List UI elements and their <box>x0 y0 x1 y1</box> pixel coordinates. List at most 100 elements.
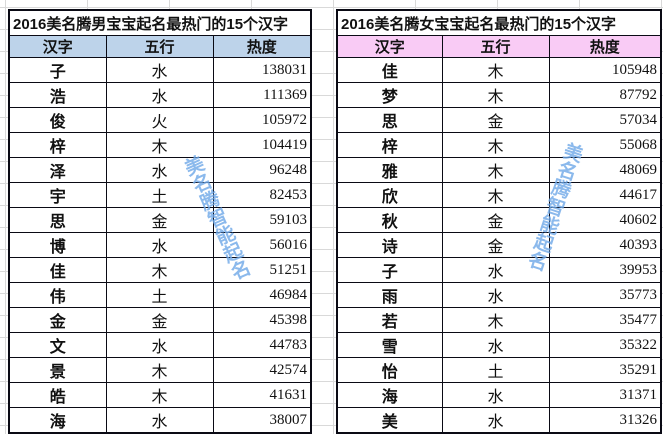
boys-cell-wuxing[interactable]: 土 <box>105 182 214 208</box>
girls-cell-hanzi[interactable]: 雨 <box>336 282 443 308</box>
boys-cell-wuxing[interactable]: 木 <box>105 382 214 408</box>
girls-cell-wuxing[interactable]: 金 <box>441 232 550 258</box>
girls-cell-wuxing[interactable]: 金 <box>441 207 550 233</box>
girls-cell-wuxing[interactable]: 水 <box>441 282 550 308</box>
girls-cell-wuxing[interactable]: 木 <box>441 132 550 158</box>
girls-cell-wuxing[interactable]: 水 <box>441 382 550 408</box>
boys-cell-wuxing[interactable]: 水 <box>105 232 214 258</box>
boys-cell-hanzi[interactable]: 宇 <box>8 182 107 208</box>
boys-cell-redu[interactable]: 59103 <box>212 207 312 233</box>
boys-cell-redu[interactable]: 46984 <box>212 282 312 308</box>
boys-cell-wuxing[interactable]: 木 <box>105 357 214 383</box>
girls-cell-hanzi[interactable]: 秋 <box>336 207 443 233</box>
boys-cell-wuxing[interactable]: 金 <box>105 307 214 333</box>
girls-cell-wuxing[interactable]: 水 <box>441 407 550 434</box>
girls-cell-redu[interactable]: 48069 <box>548 157 662 183</box>
boys-cell-hanzi[interactable]: 浩 <box>8 82 107 108</box>
boys-cell-wuxing[interactable]: 金 <box>105 207 214 233</box>
girls-cell-redu[interactable]: 40602 <box>548 207 662 233</box>
boys-cell-redu[interactable]: 105972 <box>212 107 312 133</box>
boys-cell-redu[interactable]: 41631 <box>212 382 312 408</box>
boys-cell-wuxing[interactable]: 水 <box>105 407 214 434</box>
boys-header-redu[interactable]: 热度 <box>212 35 312 58</box>
boys-cell-hanzi[interactable]: 皓 <box>8 382 107 408</box>
girls-cell-hanzi[interactable]: 子 <box>336 257 443 283</box>
girls-cell-redu[interactable]: 35322 <box>548 332 662 358</box>
boys-cell-redu[interactable]: 96248 <box>212 157 312 183</box>
boys-cell-hanzi[interactable]: 思 <box>8 207 107 233</box>
girls-header-wuxing[interactable]: 五行 <box>441 35 550 58</box>
girls-cell-wuxing[interactable]: 木 <box>441 157 550 183</box>
boys-cell-redu[interactable]: 111369 <box>212 82 312 108</box>
boys-cell-redu[interactable]: 51251 <box>212 257 312 283</box>
boys-cell-redu[interactable]: 45398 <box>212 307 312 333</box>
girls-cell-redu[interactable]: 40393 <box>548 232 662 258</box>
boys-cell-wuxing[interactable]: 土 <box>105 282 214 308</box>
boys-cell-wuxing[interactable]: 木 <box>105 257 214 283</box>
boys-table-title-cell[interactable]: 2016美名腾男宝宝起名最热门的15个汉字 <box>8 9 312 36</box>
boys-cell-redu[interactable]: 42574 <box>212 357 312 383</box>
boys-cell-hanzi[interactable]: 博 <box>8 232 107 258</box>
boys-cell-hanzi[interactable]: 海 <box>8 407 107 434</box>
boys-header-wuxing[interactable]: 五行 <box>105 35 214 58</box>
girls-cell-hanzi[interactable]: 欣 <box>336 182 443 208</box>
boys-cell-hanzi[interactable]: 梓 <box>8 132 107 158</box>
girls-cell-hanzi[interactable]: 海 <box>336 382 443 408</box>
girls-cell-redu[interactable]: 35291 <box>548 357 662 383</box>
boys-cell-hanzi[interactable]: 泽 <box>8 157 107 183</box>
girls-cell-hanzi[interactable]: 梦 <box>336 82 443 108</box>
girls-cell-wuxing[interactable]: 木 <box>441 82 550 108</box>
girls-cell-hanzi[interactable]: 佳 <box>336 57 443 83</box>
girls-cell-wuxing[interactable]: 水 <box>441 332 550 358</box>
boys-name-table: 2016美名腾男宝宝起名最热门的15个汉字 汉字 五行 热度 子水 138031 浩… <box>8 9 313 434</box>
girls-cell-redu[interactable]: 31371 <box>548 382 662 408</box>
girls-table-row: 梓木 55068 <box>336 132 662 158</box>
boys-cell-hanzi[interactable]: 佳 <box>8 257 107 283</box>
girls-table-title-cell[interactable]: 2016美名腾女宝宝起名最热门的15个汉字 <box>336 9 662 36</box>
girls-cell-wuxing[interactable]: 木 <box>441 57 550 83</box>
boys-header-hanzi[interactable]: 汉字 <box>8 35 107 58</box>
girls-cell-hanzi[interactable]: 思 <box>336 107 443 133</box>
girls-cell-hanzi[interactable]: 怡 <box>336 357 443 383</box>
boys-cell-hanzi[interactable]: 景 <box>8 357 107 383</box>
girls-cell-hanzi[interactable]: 雅 <box>336 157 443 183</box>
boys-cell-redu[interactable]: 82453 <box>212 182 312 208</box>
boys-cell-redu[interactable]: 56016 <box>212 232 312 258</box>
girls-cell-redu[interactable]: 87792 <box>548 82 662 108</box>
boys-cell-redu[interactable]: 104419 <box>212 132 312 158</box>
girls-cell-wuxing[interactable]: 水 <box>441 257 550 283</box>
boys-cell-wuxing[interactable]: 水 <box>105 332 214 358</box>
boys-cell-hanzi[interactable]: 文 <box>8 332 107 358</box>
girls-cell-wuxing[interactable]: 金 <box>441 107 550 133</box>
girls-cell-wuxing[interactable]: 木 <box>441 182 550 208</box>
boys-cell-hanzi[interactable]: 金 <box>8 307 107 333</box>
boys-cell-hanzi[interactable]: 子 <box>8 57 107 83</box>
boys-cell-wuxing[interactable]: 水 <box>105 82 214 108</box>
boys-cell-hanzi[interactable]: 俊 <box>8 107 107 133</box>
girls-cell-redu[interactable]: 39953 <box>548 257 662 283</box>
boys-cell-wuxing[interactable]: 火 <box>105 107 214 133</box>
boys-cell-redu[interactable]: 44783 <box>212 332 312 358</box>
girls-cell-redu[interactable]: 31326 <box>548 407 662 434</box>
boys-cell-redu[interactable]: 138031 <box>212 57 312 83</box>
girls-cell-wuxing[interactable]: 土 <box>441 357 550 383</box>
girls-cell-redu[interactable]: 105948 <box>548 57 662 83</box>
boys-cell-wuxing[interactable]: 木 <box>105 132 214 158</box>
boys-cell-redu[interactable]: 38007 <box>212 407 312 434</box>
girls-cell-hanzi[interactable]: 雪 <box>336 332 443 358</box>
girls-header-hanzi[interactable]: 汉字 <box>336 35 443 58</box>
girls-cell-redu[interactable]: 57034 <box>548 107 662 133</box>
boys-cell-hanzi[interactable]: 伟 <box>8 282 107 308</box>
girls-cell-redu[interactable]: 55068 <box>548 132 662 158</box>
girls-cell-hanzi[interactable]: 美 <box>336 407 443 434</box>
girls-cell-hanzi[interactable]: 若 <box>336 307 443 333</box>
girls-cell-redu[interactable]: 44617 <box>548 182 662 208</box>
girls-cell-hanzi[interactable]: 梓 <box>336 132 443 158</box>
girls-header-redu[interactable]: 热度 <box>548 35 662 58</box>
girls-cell-redu[interactable]: 35477 <box>548 307 662 333</box>
boys-cell-wuxing[interactable]: 水 <box>105 57 214 83</box>
girls-cell-hanzi[interactable]: 诗 <box>336 232 443 258</box>
girls-cell-wuxing[interactable]: 木 <box>441 307 550 333</box>
boys-cell-wuxing[interactable]: 水 <box>105 157 214 183</box>
girls-cell-redu[interactable]: 35773 <box>548 282 662 308</box>
